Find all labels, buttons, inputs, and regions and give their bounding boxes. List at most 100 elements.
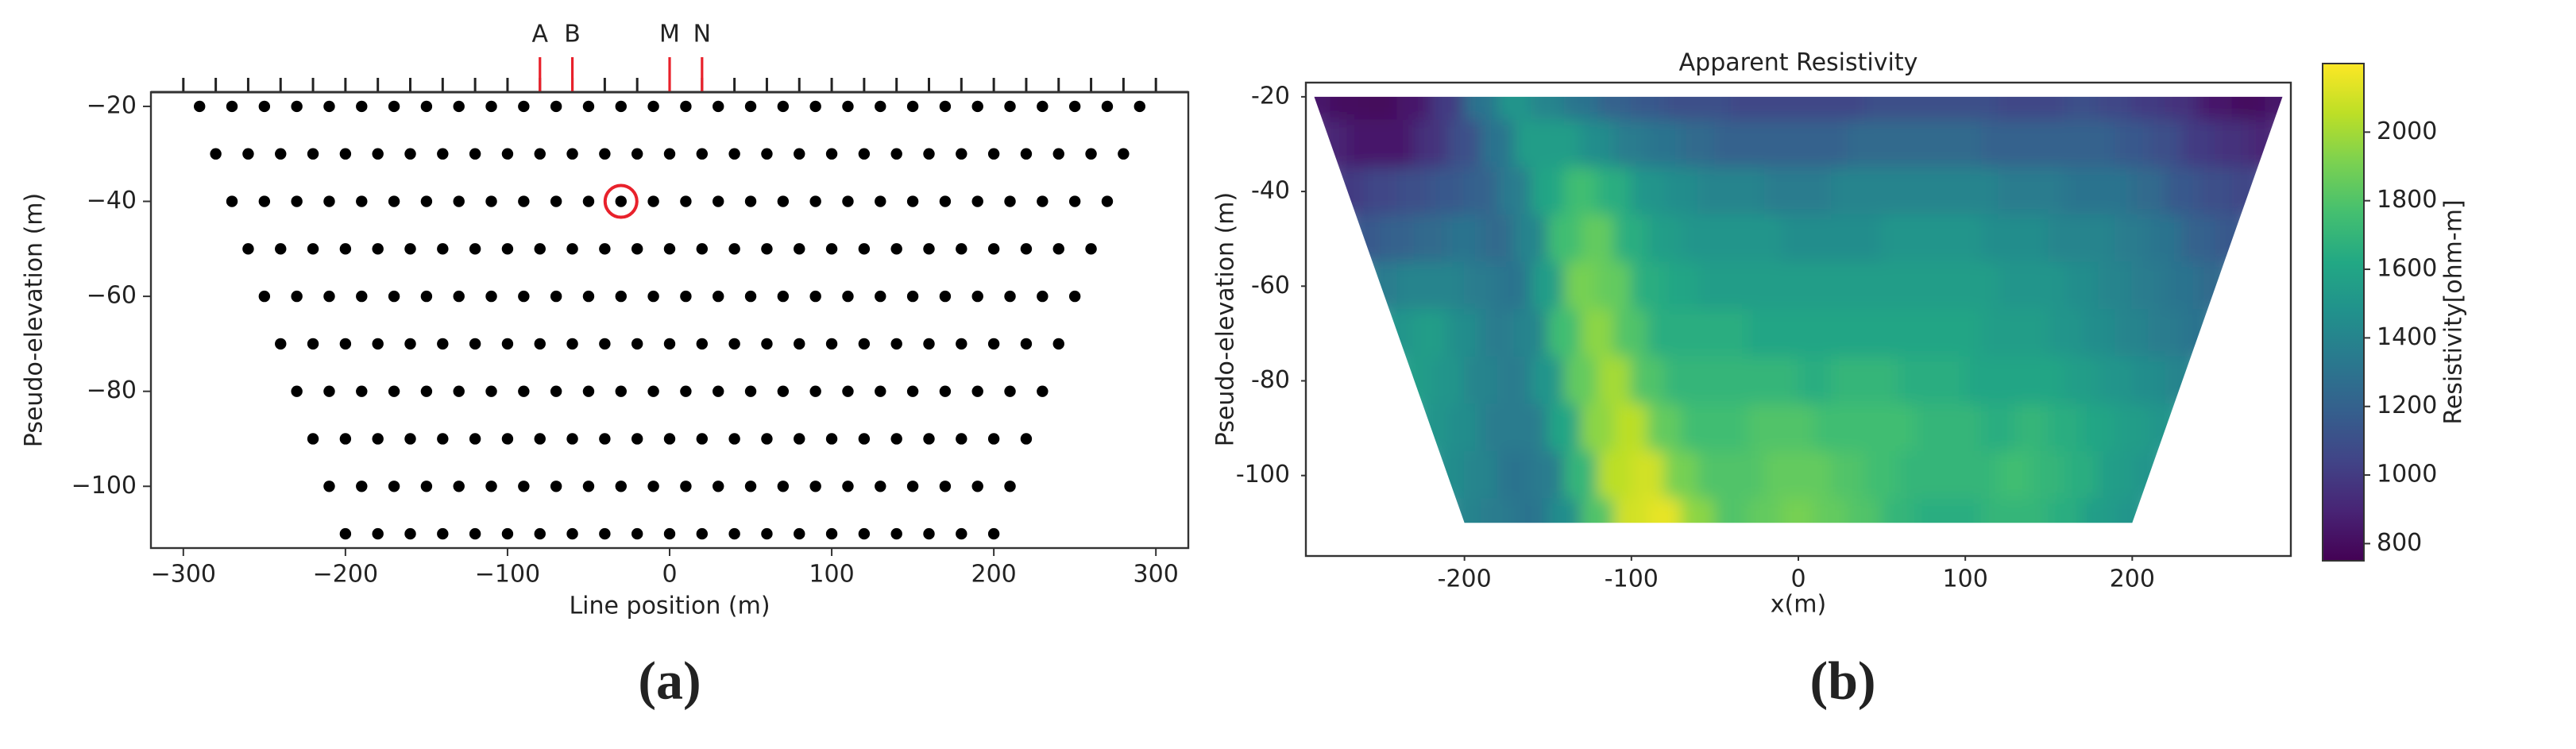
y-tick-label: −80	[87, 376, 137, 404]
y-tick-label: −20	[87, 91, 137, 119]
contour-cell	[1446, 403, 1482, 453]
data-point	[242, 148, 254, 160]
contour-cell	[1630, 450, 1666, 500]
contour-cell	[1597, 356, 1632, 406]
data-point	[809, 481, 821, 492]
contour-cell	[1547, 309, 1582, 358]
data-point	[518, 290, 530, 303]
data-point	[696, 338, 709, 350]
contour-cell	[2081, 214, 2117, 264]
contour-cell	[1747, 403, 1782, 453]
data-point	[906, 290, 919, 303]
contour-cell	[1948, 119, 1983, 169]
contour-cell	[1998, 167, 2033, 216]
contour-cell	[1981, 119, 2017, 169]
data-point	[696, 527, 709, 540]
contour-field	[1314, 96, 2283, 523]
data-point	[388, 481, 400, 492]
data-point	[794, 148, 805, 160]
x-tick-label: −200	[313, 561, 378, 589]
contour-cell	[2181, 119, 2217, 169]
data-point	[744, 100, 757, 113]
contour-cell	[2064, 450, 2100, 500]
y-tick-label: -40	[1251, 177, 1290, 205]
data-point	[566, 527, 578, 540]
contour-cell	[1613, 214, 1649, 264]
data-point	[501, 527, 514, 540]
data-point	[906, 385, 919, 397]
data-point	[825, 338, 838, 350]
contour-cell	[1547, 403, 1582, 453]
data-point	[663, 527, 676, 540]
contour-cell	[1848, 403, 1883, 453]
contour-cell	[1730, 167, 1766, 216]
data-point	[518, 195, 530, 207]
contour-cell	[1898, 356, 1933, 406]
data-point	[437, 433, 449, 445]
contour-cell	[1663, 356, 1699, 406]
contour-cell	[1697, 96, 1732, 122]
data-point	[1134, 100, 1145, 113]
data-point	[761, 433, 773, 445]
contour-cell	[1831, 167, 1867, 216]
contour-cell	[1831, 261, 1867, 311]
data-point	[307, 243, 319, 255]
contour-cell	[2064, 356, 2100, 406]
contour-cell	[1964, 261, 2000, 311]
data-point	[858, 243, 871, 255]
data-point	[631, 433, 643, 445]
data-point	[956, 433, 967, 445]
data-point	[1085, 243, 1097, 255]
x-axis-label: x(m)	[1771, 591, 1826, 619]
data-point	[794, 527, 805, 540]
data-point	[210, 148, 222, 160]
contour-cell	[1998, 261, 2033, 311]
contour-cell	[1713, 498, 1749, 523]
data-point	[713, 481, 724, 492]
data-point	[777, 290, 790, 303]
contour-cell	[1881, 498, 1917, 523]
contour-cell	[2064, 96, 2100, 122]
contour-cell	[1881, 309, 1917, 358]
data-point	[890, 243, 902, 255]
contour-cell	[1848, 214, 1883, 264]
y-tick-label: −60	[87, 282, 137, 310]
panel-label: (b)	[1809, 651, 1875, 711]
data-point	[501, 433, 514, 445]
data-point	[453, 195, 465, 207]
colorbar-tick-label: 1800	[2377, 186, 2437, 214]
data-point	[858, 338, 871, 350]
data-point	[744, 195, 757, 207]
data-point	[339, 527, 352, 540]
data-point	[582, 100, 595, 113]
contour-cell	[1848, 119, 1883, 169]
contour-cell	[1964, 356, 2000, 406]
data-point	[534, 243, 546, 255]
data-point	[615, 385, 627, 397]
contour-cell	[1780, 403, 1817, 453]
x-tick-label: -100	[1605, 566, 1659, 593]
data-point	[647, 100, 659, 113]
contour-cell	[1563, 450, 1599, 500]
contour-cell	[1497, 96, 1532, 122]
data-point	[631, 243, 643, 255]
contour-cell	[1513, 309, 1549, 358]
data-point	[728, 433, 740, 445]
contour-cell	[1463, 167, 1499, 216]
data-point	[485, 195, 497, 207]
contour-cell	[1948, 403, 1983, 453]
data-point	[372, 148, 384, 160]
data-point	[728, 243, 740, 255]
data-point	[825, 243, 838, 255]
data-point	[339, 243, 352, 255]
colorbar-tick-label: 1000	[2377, 461, 2437, 488]
contour-cell	[1931, 450, 1967, 500]
data-point	[858, 433, 871, 445]
contour-cell	[1547, 214, 1582, 264]
data-point	[987, 148, 1000, 160]
contour-cell	[1480, 403, 1516, 453]
data-point	[1068, 100, 1081, 113]
contour-cell	[1446, 119, 1482, 169]
data-point	[582, 195, 595, 207]
